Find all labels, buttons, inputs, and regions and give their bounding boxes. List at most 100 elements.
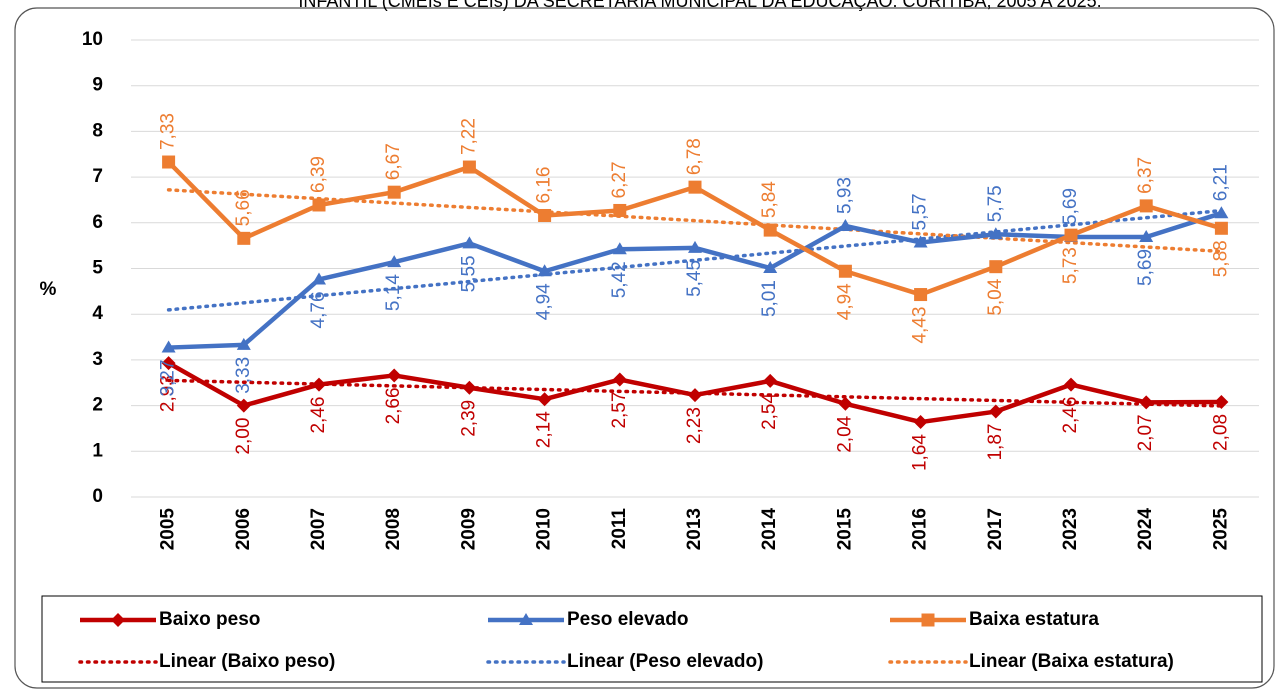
data-label: 5,55	[458, 255, 479, 292]
x-tick-label: 2025	[1210, 508, 1231, 551]
data-label: 6,39	[308, 156, 329, 193]
data-label: 5,69	[1060, 188, 1081, 225]
marker	[1214, 221, 1228, 235]
marker	[921, 613, 935, 627]
y-tick-label: 9	[92, 75, 103, 96]
data-label: 4,76	[308, 291, 329, 328]
marker	[688, 388, 702, 403]
legend-label: Peso elevado	[567, 609, 688, 630]
marker	[519, 613, 533, 625]
data-label: 4,94	[834, 283, 855, 320]
y-tick-label: 3	[92, 349, 103, 370]
data-label: 3,33	[233, 357, 254, 394]
data-label: 5,88	[1210, 240, 1231, 277]
data-label: 5,66	[233, 189, 254, 226]
data-label: 5,93	[834, 177, 855, 214]
data-label: 5,73	[1060, 247, 1081, 284]
marker	[537, 392, 552, 407]
x-tick-label: 2009	[458, 508, 479, 550]
legend-label: Linear (Peso elevado)	[567, 651, 763, 672]
y-axis-label: %	[40, 279, 57, 300]
marker	[1064, 377, 1078, 392]
marker	[688, 240, 702, 253]
y-tick-label: 8	[92, 120, 103, 141]
marker	[688, 180, 702, 194]
marker	[838, 264, 852, 278]
data-label: 5,04	[985, 278, 1006, 315]
data-label: 2,66	[383, 387, 404, 424]
data-label: 6,21	[1210, 164, 1231, 201]
data-label: 2,93	[158, 375, 179, 412]
data-label: 4,94	[534, 283, 555, 320]
marker	[763, 223, 777, 237]
marker	[312, 377, 326, 392]
x-tick-label: 2023	[1060, 508, 1081, 550]
marker	[612, 242, 627, 255]
x-tick-label: 2014	[759, 508, 780, 551]
trend-line	[166, 188, 1224, 254]
marker	[237, 231, 251, 245]
data-label: 2,39	[458, 400, 479, 437]
y-tick-label: 0	[92, 486, 103, 507]
legend-label: Baixa estatura	[969, 609, 1099, 630]
x-tick-label: 2008	[383, 508, 404, 550]
marker	[462, 236, 477, 249]
marker	[462, 160, 476, 174]
data-label: 6,16	[534, 167, 555, 204]
marker	[462, 380, 477, 395]
y-tick-label: 7	[92, 166, 103, 187]
data-label: 5,75	[985, 185, 1006, 222]
y-tick-label: 4	[92, 303, 103, 324]
data-label: 6,37	[1135, 157, 1156, 194]
data-label: 6,78	[684, 138, 705, 175]
marker	[1139, 229, 1154, 242]
y-tick-label: 1	[92, 440, 103, 461]
data-label: 5,14	[383, 274, 404, 311]
y-tick-label: 5	[92, 258, 103, 279]
data-label: 5,69	[1135, 249, 1156, 286]
marker	[914, 288, 928, 302]
marker	[989, 260, 1003, 274]
chart-border	[14, 7, 1275, 689]
marker	[236, 398, 251, 413]
data-label: 2,14	[534, 411, 555, 448]
marker	[387, 368, 402, 383]
data-label: 3,27	[158, 360, 179, 397]
marker	[161, 356, 176, 371]
marker	[1139, 199, 1153, 213]
marker	[613, 203, 627, 217]
data-label: 2,08	[1210, 414, 1231, 451]
data-label: 1,87	[985, 424, 1006, 461]
marker	[763, 261, 778, 274]
data-label: 5,57	[910, 193, 931, 230]
marker	[387, 185, 401, 199]
x-tick-label: 2016	[910, 508, 931, 550]
marker	[1214, 394, 1229, 409]
chart-title: INFANTIL (CMEIs E CEIs) DA SECRETARIA MU…	[298, 0, 1101, 11]
marker	[913, 235, 928, 248]
marker	[236, 337, 251, 350]
data-label: 2,46	[1060, 397, 1081, 434]
marker	[1139, 395, 1154, 410]
x-tick-label: 2024	[1135, 508, 1156, 551]
marker	[1214, 206, 1229, 219]
data-label: 6,67	[383, 143, 404, 180]
x-tick-label: 2011	[609, 508, 630, 550]
marker	[162, 155, 176, 169]
marker	[387, 255, 402, 268]
x-tick-label: 2017	[985, 508, 1006, 550]
marker	[538, 208, 552, 222]
marker	[763, 373, 778, 388]
x-tick-label: 2010	[534, 508, 555, 550]
marker	[838, 396, 853, 411]
data-label: 1,64	[910, 434, 931, 471]
data-label: 5,45	[684, 260, 705, 297]
legend-label: Linear (Baixa estatura)	[969, 651, 1174, 672]
x-tick-label: 2015	[834, 508, 855, 551]
x-tick-label: 2013	[684, 508, 705, 550]
y-tick-label: 2	[92, 395, 103, 416]
marker	[988, 404, 1003, 419]
y-tick-label: 6	[92, 212, 103, 233]
data-label: 2,04	[834, 415, 855, 452]
